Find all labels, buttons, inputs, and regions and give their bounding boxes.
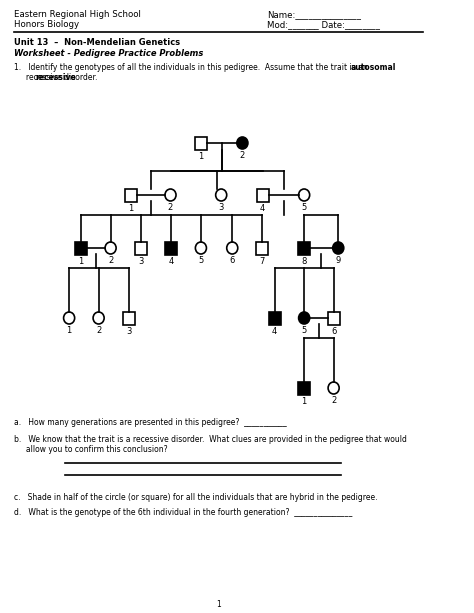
Text: 1: 1	[128, 204, 134, 213]
Circle shape	[165, 189, 176, 201]
Text: allow you to confirm this conclusion?: allow you to confirm this conclusion?	[14, 445, 167, 454]
Bar	[298, 381, 310, 395]
Circle shape	[216, 189, 227, 201]
Text: 8: 8	[301, 256, 307, 265]
Text: 7: 7	[259, 256, 264, 265]
Text: Eastern Regional High School: Eastern Regional High School	[14, 10, 141, 19]
Text: 4: 4	[272, 327, 277, 335]
Circle shape	[237, 137, 248, 149]
Text: 1: 1	[66, 326, 72, 335]
Text: Worksheet - Pedigree Practice Problems: Worksheet - Pedigree Practice Problems	[14, 49, 203, 58]
Text: 1: 1	[216, 600, 221, 609]
Text: 2: 2	[240, 151, 245, 160]
Circle shape	[299, 189, 310, 201]
Bar	[269, 311, 281, 324]
Text: 2: 2	[331, 396, 336, 405]
Bar	[75, 242, 87, 254]
Text: 3: 3	[127, 327, 132, 335]
Circle shape	[333, 242, 344, 254]
Circle shape	[105, 242, 116, 254]
Text: 3: 3	[219, 203, 224, 212]
Circle shape	[93, 312, 104, 324]
Text: 1: 1	[301, 397, 307, 406]
Text: Honors Biology: Honors Biology	[14, 20, 79, 29]
Circle shape	[195, 242, 207, 254]
Bar	[256, 242, 268, 254]
Text: c.   Shade in half of the circle (or square) for all the individuals that are hy: c. Shade in half of the circle (or squar…	[14, 493, 377, 502]
Text: 6: 6	[331, 327, 337, 335]
Text: recessive: recessive	[35, 73, 76, 82]
Text: a.   How many generations are presented in this pedigree?  ___________: a. How many generations are presented in…	[14, 418, 287, 427]
Bar	[195, 137, 207, 150]
Text: autosomal: autosomal	[350, 63, 396, 72]
Bar	[298, 242, 310, 254]
Text: recessive disorder.: recessive disorder.	[14, 73, 97, 82]
Circle shape	[227, 242, 238, 254]
Text: Unit 13  –  Non-Mendelian Genetics: Unit 13 – Non-Mendelian Genetics	[14, 38, 180, 47]
Circle shape	[64, 312, 74, 324]
Bar	[123, 311, 135, 324]
Text: 2: 2	[96, 326, 101, 335]
Text: 2: 2	[108, 256, 113, 265]
Text: 5: 5	[198, 256, 203, 265]
Text: 4: 4	[169, 256, 174, 265]
Bar	[328, 311, 339, 324]
Text: 9: 9	[336, 256, 341, 265]
Text: 6: 6	[229, 256, 235, 265]
Bar	[125, 189, 137, 202]
Circle shape	[328, 382, 339, 394]
Bar	[135, 242, 147, 254]
Text: 5: 5	[301, 326, 307, 335]
Text: 4: 4	[260, 204, 265, 213]
Text: 1: 1	[79, 256, 84, 265]
Text: 5: 5	[301, 203, 307, 212]
Text: 1.   Identify the genotypes of all the individuals in this pedigree.  Assume tha: 1. Identify the genotypes of all the ind…	[14, 63, 370, 72]
Text: Mod:_______ Date:________: Mod:_______ Date:________	[267, 20, 380, 29]
Bar	[257, 189, 269, 202]
Text: 3: 3	[138, 256, 144, 265]
Text: 1: 1	[198, 151, 203, 161]
Bar	[165, 242, 177, 254]
Text: 2: 2	[168, 203, 173, 212]
Text: b.   We know that the trait is a recessive disorder.  What clues are provided in: b. We know that the trait is a recessive…	[14, 435, 407, 444]
Circle shape	[299, 312, 310, 324]
Text: Name:_______________: Name:_______________	[267, 10, 361, 19]
Text: d.   What is the genotype of the 6th individual in the fourth generation?  _____: d. What is the genotype of the 6th indiv…	[14, 508, 352, 517]
